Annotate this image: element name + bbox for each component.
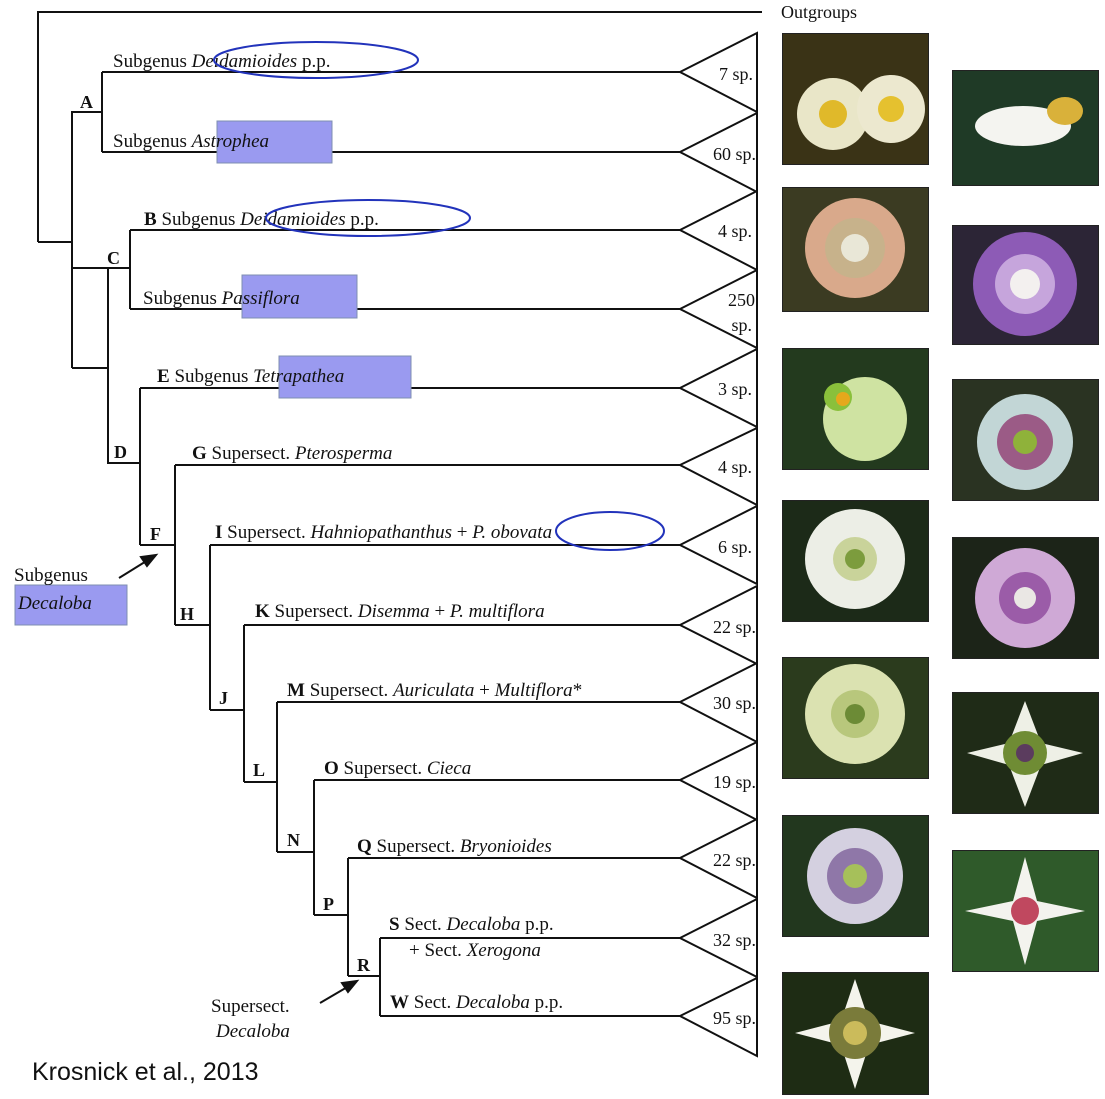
node-label-p: P — [323, 894, 334, 914]
flower-photo-11 — [782, 815, 929, 937]
triangle-7 — [677, 504, 758, 586]
highlight-tetrapathea — [278, 355, 412, 399]
species-count-13: 95 sp. — [713, 1008, 756, 1028]
triangle-13 — [677, 976, 758, 1058]
species-count-4a: 250 — [728, 290, 755, 310]
flower-image — [783, 349, 928, 469]
flower-photo-9 — [782, 657, 929, 779]
highlight-decaloba — [14, 584, 128, 626]
callout-subgenus-label: Subgenus — [14, 565, 88, 586]
clade-label-12-line2: + Sect. Xerogona — [409, 940, 541, 961]
flower-image — [783, 658, 928, 778]
flower-photo-12 — [952, 850, 1099, 972]
flower-image — [953, 538, 1098, 658]
node-label-a: A — [80, 92, 93, 112]
clade-label-5: E Subgenus Tetrapathea — [157, 366, 344, 387]
node-label-d: D — [114, 442, 127, 462]
clade-label-2: Subgenus Astrophea — [113, 131, 269, 152]
clade-label-1: Subgenus Deidamioides p.p. — [113, 51, 330, 72]
flower-image — [783, 501, 928, 621]
callout-supersect-name: Decaloba — [215, 1021, 290, 1042]
species-count-2: 60 sp. — [713, 144, 756, 164]
flower-photo-5 — [782, 348, 929, 470]
triangle-1 — [677, 31, 758, 114]
triangle-3 — [677, 189, 758, 272]
flower-photo-6 — [952, 379, 1099, 501]
clade-label-9: M Supersect. Auriculata + Multiflora* — [287, 680, 582, 701]
citation-credit: Krosnick et al., 2013 — [32, 1058, 259, 1086]
node-label-l: L — [253, 760, 265, 780]
flower-image — [953, 693, 1098, 813]
node-label-h: H — [180, 604, 194, 624]
node-label-n: N — [287, 830, 300, 850]
node-label-f: F — [150, 524, 161, 544]
outgroups-label: Outgroups — [781, 2, 857, 22]
triangle-4 — [677, 268, 758, 350]
clade-label-10: O Supersect. Cieca — [324, 758, 471, 779]
callout-arrows — [118, 553, 360, 1004]
clade-label-13: W Sect. Decaloba p.p. — [390, 992, 563, 1013]
flower-photo-7 — [782, 500, 929, 622]
highlight-passiflora — [241, 274, 358, 319]
triangle-10 — [677, 740, 758, 822]
species-count-8: 22 sp. — [713, 617, 756, 637]
triangle-12 — [677, 897, 758, 979]
triangle-6 — [677, 426, 758, 507]
species-count-10: 19 sp. — [713, 772, 756, 792]
ellipse-p-obovata — [555, 511, 665, 551]
clade-label-8: K Supersect. Disemma + P. multiflora — [255, 601, 545, 622]
flower-photo-3 — [782, 187, 929, 312]
clade-label-7: I Supersect. Hahniopathanthus + P. obova… — [215, 522, 552, 543]
flower-image — [953, 226, 1098, 344]
clade-label-3: B Subgenus Deidamioides p.p. — [144, 209, 379, 230]
flower-photo-10 — [952, 692, 1099, 814]
species-count-12: 32 sp. — [713, 930, 756, 950]
flower-image — [953, 851, 1098, 971]
node-label-r: R — [357, 955, 371, 975]
ellipse-deidamioides-1 — [213, 41, 419, 79]
clade-label-4: Subgenus Passiflora — [143, 288, 300, 309]
species-count-11: 22 sp. — [713, 850, 756, 870]
callout-supersect-label: Supersect. — [211, 996, 290, 1017]
callout-subgenus-name: Decaloba — [17, 593, 92, 614]
flower-image — [953, 380, 1098, 500]
species-count-6: 4 sp. — [718, 457, 752, 477]
flower-image — [783, 188, 928, 311]
flower-image — [783, 973, 928, 1094]
flower-photo-1 — [782, 33, 929, 165]
flower-image — [953, 71, 1098, 185]
flower-photo-2 — [952, 70, 1099, 186]
highlight-astrophea — [216, 120, 333, 164]
clade-label-6: G Supersect. Pterosperma — [192, 443, 392, 464]
flower-image — [783, 34, 928, 164]
species-count-9: 30 sp. — [713, 693, 756, 713]
species-count-4b: sp. — [731, 315, 752, 335]
species-count-1: 7 sp. — [719, 64, 753, 84]
flower-photo-13 — [782, 972, 929, 1095]
node-label-c: C — [107, 248, 120, 268]
triangle-8 — [677, 584, 758, 666]
highlight-boxes — [14, 120, 412, 626]
clade-label-12: S Sect. Decaloba p.p. — [389, 914, 554, 935]
triangle-2 — [677, 111, 758, 194]
tree-branches — [37, 11, 762, 1017]
clade-label-11: Q Supersect. Bryonioides — [357, 836, 552, 857]
triangle-9 — [677, 661, 758, 744]
ellipse-deidamioides-2 — [265, 199, 471, 237]
species-count-3: 4 sp. — [718, 221, 752, 241]
triangle-11 — [677, 817, 758, 900]
clade-triangles — [677, 31, 758, 1058]
species-count-7: 6 sp. — [718, 537, 752, 557]
triangle-5 — [677, 347, 758, 429]
flower-photo-4 — [952, 225, 1099, 345]
flower-photo-8 — [952, 537, 1099, 659]
node-label-j: J — [219, 688, 228, 708]
species-count-5: 3 sp. — [718, 379, 752, 399]
flower-image — [783, 816, 928, 936]
